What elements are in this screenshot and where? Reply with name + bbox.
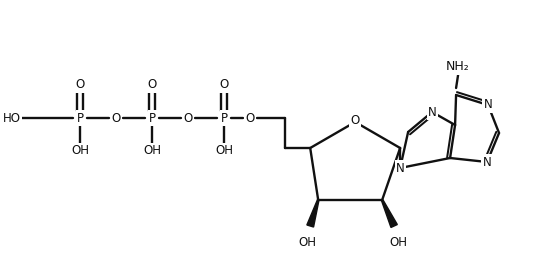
Polygon shape: [307, 200, 319, 227]
Text: HO: HO: [2, 111, 20, 124]
Text: P: P: [77, 111, 84, 124]
Text: O: O: [76, 79, 85, 92]
Polygon shape: [381, 200, 397, 227]
Text: OH: OH: [72, 144, 90, 157]
Text: N: N: [483, 156, 492, 169]
Text: OH: OH: [298, 237, 316, 250]
Text: N: N: [396, 162, 404, 175]
Text: O: O: [219, 79, 229, 92]
Text: N: N: [483, 98, 492, 111]
Text: P: P: [221, 111, 228, 124]
Text: OH: OH: [215, 144, 233, 157]
Text: O: O: [350, 114, 360, 127]
Text: P: P: [149, 111, 156, 124]
Text: NH₂: NH₂: [446, 60, 470, 73]
Text: OH: OH: [144, 144, 161, 157]
Text: O: O: [246, 111, 255, 124]
Text: N: N: [428, 105, 437, 118]
Text: O: O: [148, 79, 157, 92]
Text: OH: OH: [389, 237, 407, 250]
Text: O: O: [112, 111, 121, 124]
Text: O: O: [184, 111, 193, 124]
